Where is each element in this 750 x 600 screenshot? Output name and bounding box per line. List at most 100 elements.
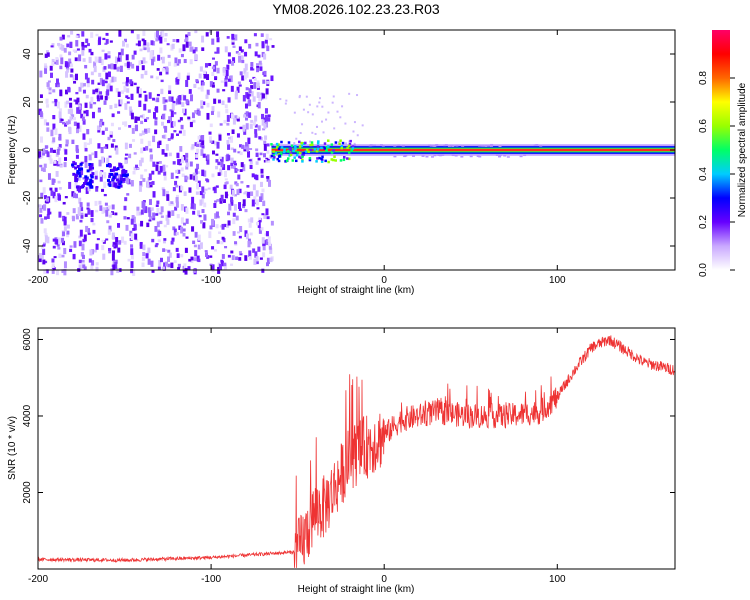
spectrogram-cell [119, 65, 123, 73]
spectrogram-cell [122, 121, 126, 126]
spectrogram-cell [123, 171, 127, 175]
spectrogram-cell [250, 62, 254, 67]
spectrogram-cell [174, 102, 178, 106]
spectrogram-cell [40, 155, 44, 159]
spectrogram-cell [165, 165, 169, 168]
spectrogram-cell [147, 207, 151, 213]
spectrogram-cell [263, 214, 267, 219]
spectrogram-cell [106, 96, 110, 99]
spectrogram-cell [254, 129, 258, 134]
spectrogram-cell [197, 135, 201, 140]
spectrogram-cell [194, 250, 198, 257]
spectrogram-cell [301, 123, 304, 126]
spectrogram-cell [298, 140, 301, 144]
spectrogram-cell [155, 204, 159, 207]
spectrogram-cell [214, 213, 218, 219]
spectrogram-cell [309, 148, 313, 152]
spectrogram-cell [112, 181, 116, 188]
spectrogram-cell [95, 266, 99, 272]
spectrogram-cell [39, 70, 43, 78]
spectrogram-cell [307, 111, 310, 114]
spectrogram-cell [75, 40, 79, 47]
spectrogram-cell [160, 88, 164, 95]
spectrogram-cell [124, 103, 128, 110]
spectrogram-cell [229, 75, 233, 83]
spectrogram-cell [264, 108, 268, 114]
spectrogram-cell [74, 179, 78, 183]
spectrogram-cell [304, 141, 307, 145]
spectrogram-cell [247, 218, 251, 223]
spectrogram-cell [88, 138, 92, 145]
spectrogram-cell [256, 207, 260, 210]
spectrogram-cell [140, 73, 144, 79]
spectrogram-cell [147, 258, 151, 265]
spectrogram-cell [264, 39, 268, 47]
spectrogram-cell [299, 131, 302, 134]
spectrogram-cell [249, 164, 253, 170]
spectrogram-cell [455, 145, 459, 147]
spectrogram-cell [226, 122, 230, 126]
spectrogram-cell [129, 109, 133, 116]
spectrogram-cell [141, 262, 145, 268]
spectrogram-cell [156, 97, 160, 103]
spectrogram-cell [42, 187, 46, 194]
spectrogram-cell [257, 125, 261, 131]
spectrogram-cell [192, 203, 196, 210]
spectrogram-cell [223, 263, 227, 270]
spectrogram-cell [171, 43, 175, 49]
spectrogram-cell [135, 43, 139, 46]
spectrogram-cell [63, 226, 67, 232]
spectrogram-cell [121, 169, 125, 177]
spectrogram-cell [58, 157, 62, 165]
spectrogram-cell [121, 236, 125, 243]
spectrogram-cell [245, 142, 249, 147]
spectrogram-cell [172, 121, 176, 127]
spectrogram-cell [231, 189, 235, 196]
spectrogram-cell [81, 46, 85, 51]
spectrogram-cell [116, 167, 120, 171]
spectrogram-cell [39, 111, 43, 117]
spectrogram-cell [74, 182, 78, 189]
spectrogram-cell [111, 211, 115, 215]
spectrogram-cell [244, 191, 248, 194]
spectrogram-cell [143, 40, 147, 46]
spectrogram-cell [81, 31, 85, 37]
spectrogram-cell [91, 152, 95, 156]
spectrogram-cell [192, 119, 196, 123]
spectrogram-cell [289, 153, 293, 157]
spectrogram-cell [270, 143, 273, 146]
spectrogram-cell [51, 101, 55, 104]
spectrogram-cell [269, 257, 273, 263]
spectrogram-cell [222, 199, 226, 203]
spectrogram-cell [49, 147, 53, 153]
spectrogram-cell [215, 224, 219, 229]
spectrogram-cell [265, 121, 269, 128]
spectrogram-cell [180, 185, 184, 191]
spectrogram-cell [155, 76, 159, 80]
spectrogram-cell [76, 170, 80, 174]
spectrogram-cell [421, 155, 425, 157]
spectrogram-cell [63, 162, 67, 168]
spectrogram-cell [39, 207, 43, 213]
spectrogram-cell [108, 205, 112, 209]
spectrogram-cell [192, 240, 196, 245]
spectrogram-cell [272, 150, 275, 153]
spectrogram-cell [201, 191, 205, 199]
spectrogram-cell [255, 161, 259, 165]
spectrogram-cell [238, 202, 242, 210]
spectrogram-cell [270, 154, 274, 158]
spectrogram-cell [253, 33, 257, 37]
spectrogram-cell [175, 133, 179, 136]
spectrogram-cell [172, 38, 176, 42]
spectrogram-cell [152, 161, 156, 167]
spectrogram-cell [173, 112, 177, 115]
spectrogram-cell [55, 269, 59, 276]
spectrogram-cell [347, 151, 351, 154]
spectrogram-cell [204, 250, 208, 253]
spectrogram-cell [71, 139, 75, 144]
spectrogram-cell [178, 130, 182, 134]
spectrogram-cell [216, 141, 220, 149]
spectrogram-cell [206, 158, 210, 165]
spectrogram-cell [98, 120, 102, 128]
spectrogram-cell [247, 238, 251, 243]
